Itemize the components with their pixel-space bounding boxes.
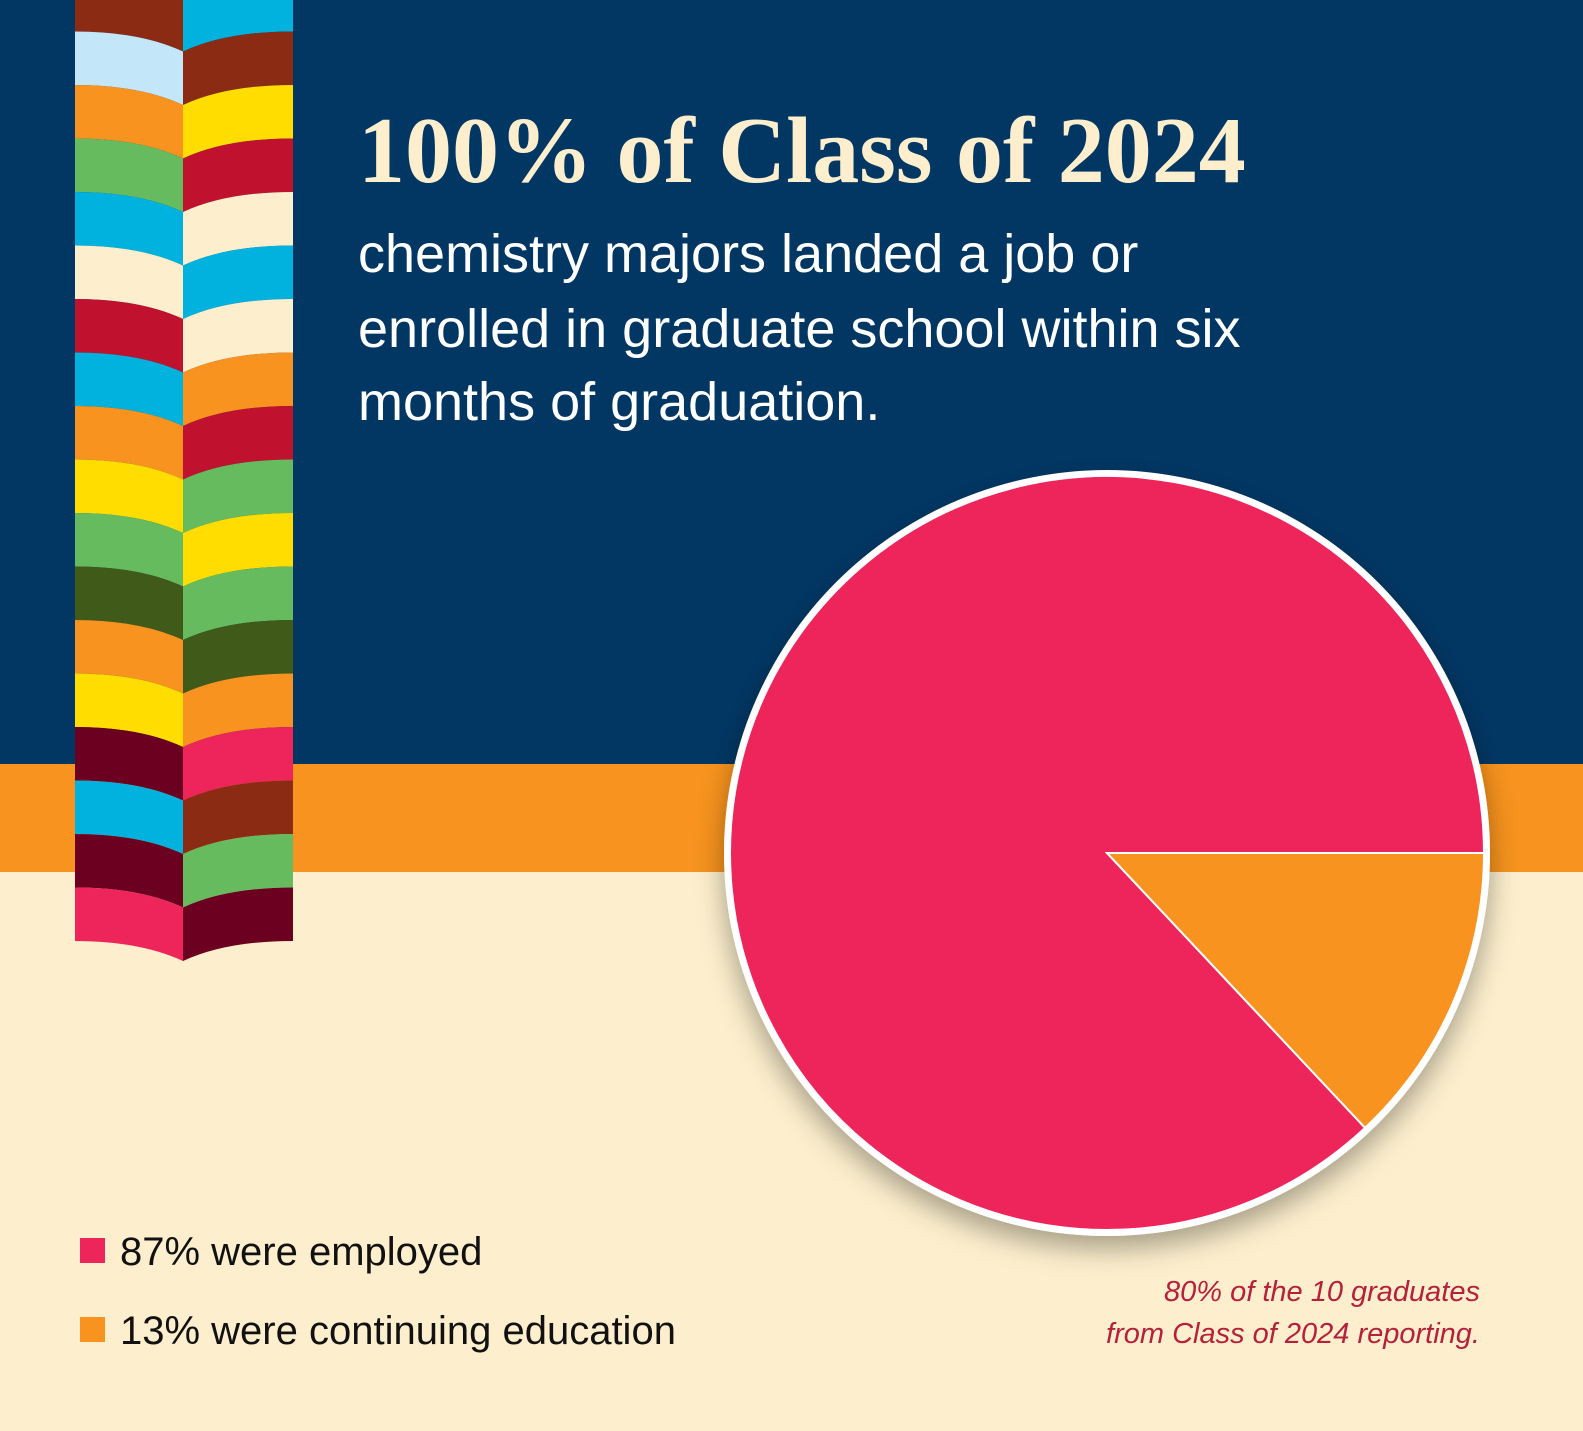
- ribbon-stripe: [75, 459, 183, 533]
- ribbon-stripe: [183, 352, 293, 426]
- ribbon-stripe: [183, 566, 293, 640]
- ribbon-stripe: [183, 727, 293, 801]
- ribbon-stripe: [75, 887, 183, 961]
- ribbon-stripe: [183, 85, 293, 159]
- ribbon-stripe: [183, 245, 293, 319]
- footnote: 80% of the 10 graduates: [1164, 1276, 1480, 1308]
- ribbon-stripe: [183, 192, 293, 266]
- ribbon-stripe: [183, 299, 293, 373]
- ribbon-stripe: [183, 834, 293, 908]
- ribbon-stripe: [75, 727, 183, 801]
- ribbon-stripe: [75, 406, 183, 480]
- ribbon-stripe: [183, 673, 293, 747]
- ribbon-stripe: [75, 566, 183, 640]
- ribbon-stripe: [183, 0, 293, 52]
- ribbon-decoration: [75, 0, 293, 961]
- subtitle-line: chemistry majors landed a job or: [358, 224, 1138, 284]
- legend-swatch: [80, 1317, 105, 1342]
- ribbon-stripe: [75, 299, 183, 373]
- ribbon-stripe: [75, 620, 183, 694]
- ribbon-stripe: [75, 138, 183, 212]
- legend-label: 13% were continuing education: [120, 1309, 676, 1353]
- ribbon-stripe: [75, 0, 183, 52]
- ribbon-stripe: [75, 352, 183, 426]
- ribbon-stripe: [75, 834, 183, 908]
- ribbon-stripe: [183, 406, 293, 480]
- legend-swatch: [80, 1238, 105, 1263]
- ribbon-stripe: [75, 780, 183, 854]
- ribbon-stripe: [183, 513, 293, 587]
- ribbon-stripe: [183, 780, 293, 854]
- ribbon-stripe: [75, 513, 183, 587]
- ribbon-stripe: [75, 31, 183, 105]
- ribbon-stripe: [183, 31, 293, 105]
- footnote: from Class of 2024 reporting.: [1106, 1318, 1480, 1350]
- ribbon-stripe: [75, 245, 183, 319]
- ribbon-stripe: [183, 459, 293, 533]
- subtitle-line: months of graduation.: [358, 372, 880, 432]
- title: 100% of Class of 2024: [358, 99, 1246, 203]
- ribbon-stripe: [75, 85, 183, 159]
- ribbon-stripe: [183, 620, 293, 694]
- pie: [729, 475, 1486, 1231]
- ribbon-stripe: [183, 887, 293, 961]
- pie-slice: [1104, 852, 1486, 1130]
- ribbon-stripe: [75, 673, 183, 747]
- ribbon-stripe: [183, 138, 293, 212]
- ribbon-stripe: [75, 192, 183, 266]
- subtitle-line: enrolled in graduate school within six: [358, 299, 1241, 359]
- legend-label: 87% were employed: [120, 1230, 482, 1274]
